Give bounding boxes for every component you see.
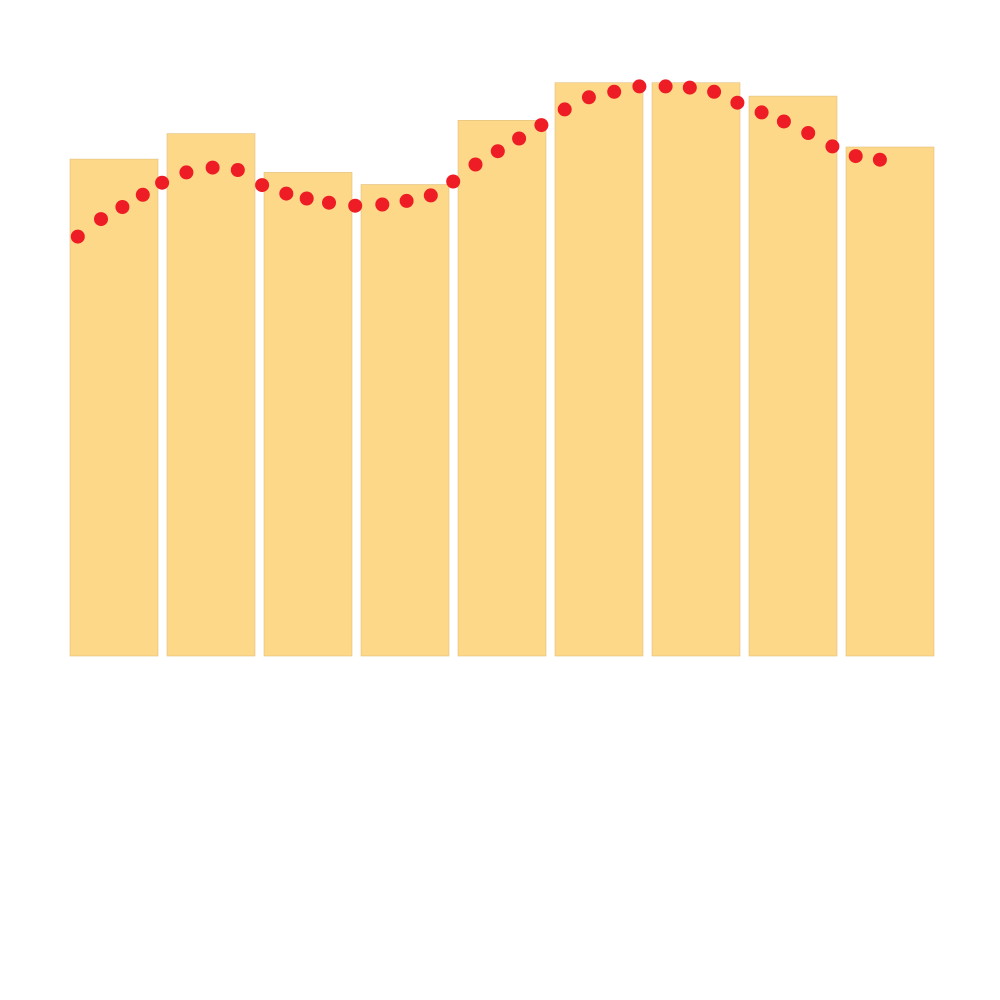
curve-point-18 <box>468 157 483 172</box>
curve-point-15 <box>399 193 414 208</box>
curve-point-29 <box>730 95 745 110</box>
curve-point-24 <box>607 84 622 99</box>
curve-point-31 <box>776 114 791 129</box>
bar-5 <box>457 120 547 657</box>
dots-layer <box>70 79 887 244</box>
curve-point-23 <box>581 90 596 105</box>
bar-7 <box>651 82 741 657</box>
curve-point-3 <box>115 200 130 214</box>
curve-point-9 <box>255 178 270 193</box>
bar-2 <box>166 133 256 657</box>
bar-9 <box>845 146 935 657</box>
curve-point-7 <box>205 160 220 175</box>
curve-point-14 <box>375 197 390 212</box>
curve-point-32 <box>801 126 816 140</box>
bar-8 <box>748 95 838 657</box>
curve-point-1 <box>70 229 85 244</box>
curve-point-35 <box>872 152 887 167</box>
curve-point-4 <box>135 187 150 202</box>
curve-point-17 <box>446 174 461 189</box>
curve-point-22 <box>557 102 572 117</box>
curve-point-34 <box>848 149 863 164</box>
curve-point-20 <box>512 131 527 146</box>
bar-6 <box>554 82 644 657</box>
curve-point-27 <box>682 80 697 95</box>
curve-point-19 <box>490 144 505 159</box>
curve-point-26 <box>658 79 673 94</box>
bar-4 <box>360 184 450 657</box>
curve-point-25 <box>632 79 647 94</box>
curve-point-12 <box>322 195 336 210</box>
curve-point-16 <box>423 188 438 203</box>
bars-layer <box>69 82 935 657</box>
curve-point-11 <box>299 191 314 206</box>
curve-point-10 <box>279 186 294 201</box>
curve-point-2 <box>94 212 108 227</box>
curve-point-6 <box>179 165 194 180</box>
curve-point-33 <box>825 139 840 154</box>
bar-3 <box>263 172 353 657</box>
curve-point-30 <box>754 105 769 120</box>
curve-point-5 <box>155 175 170 190</box>
curve-point-8 <box>230 163 245 177</box>
curve-point-13 <box>348 198 363 213</box>
curve-point-21 <box>534 118 549 133</box>
bar-1 <box>69 158 159 657</box>
curve-point-28 <box>707 84 722 99</box>
